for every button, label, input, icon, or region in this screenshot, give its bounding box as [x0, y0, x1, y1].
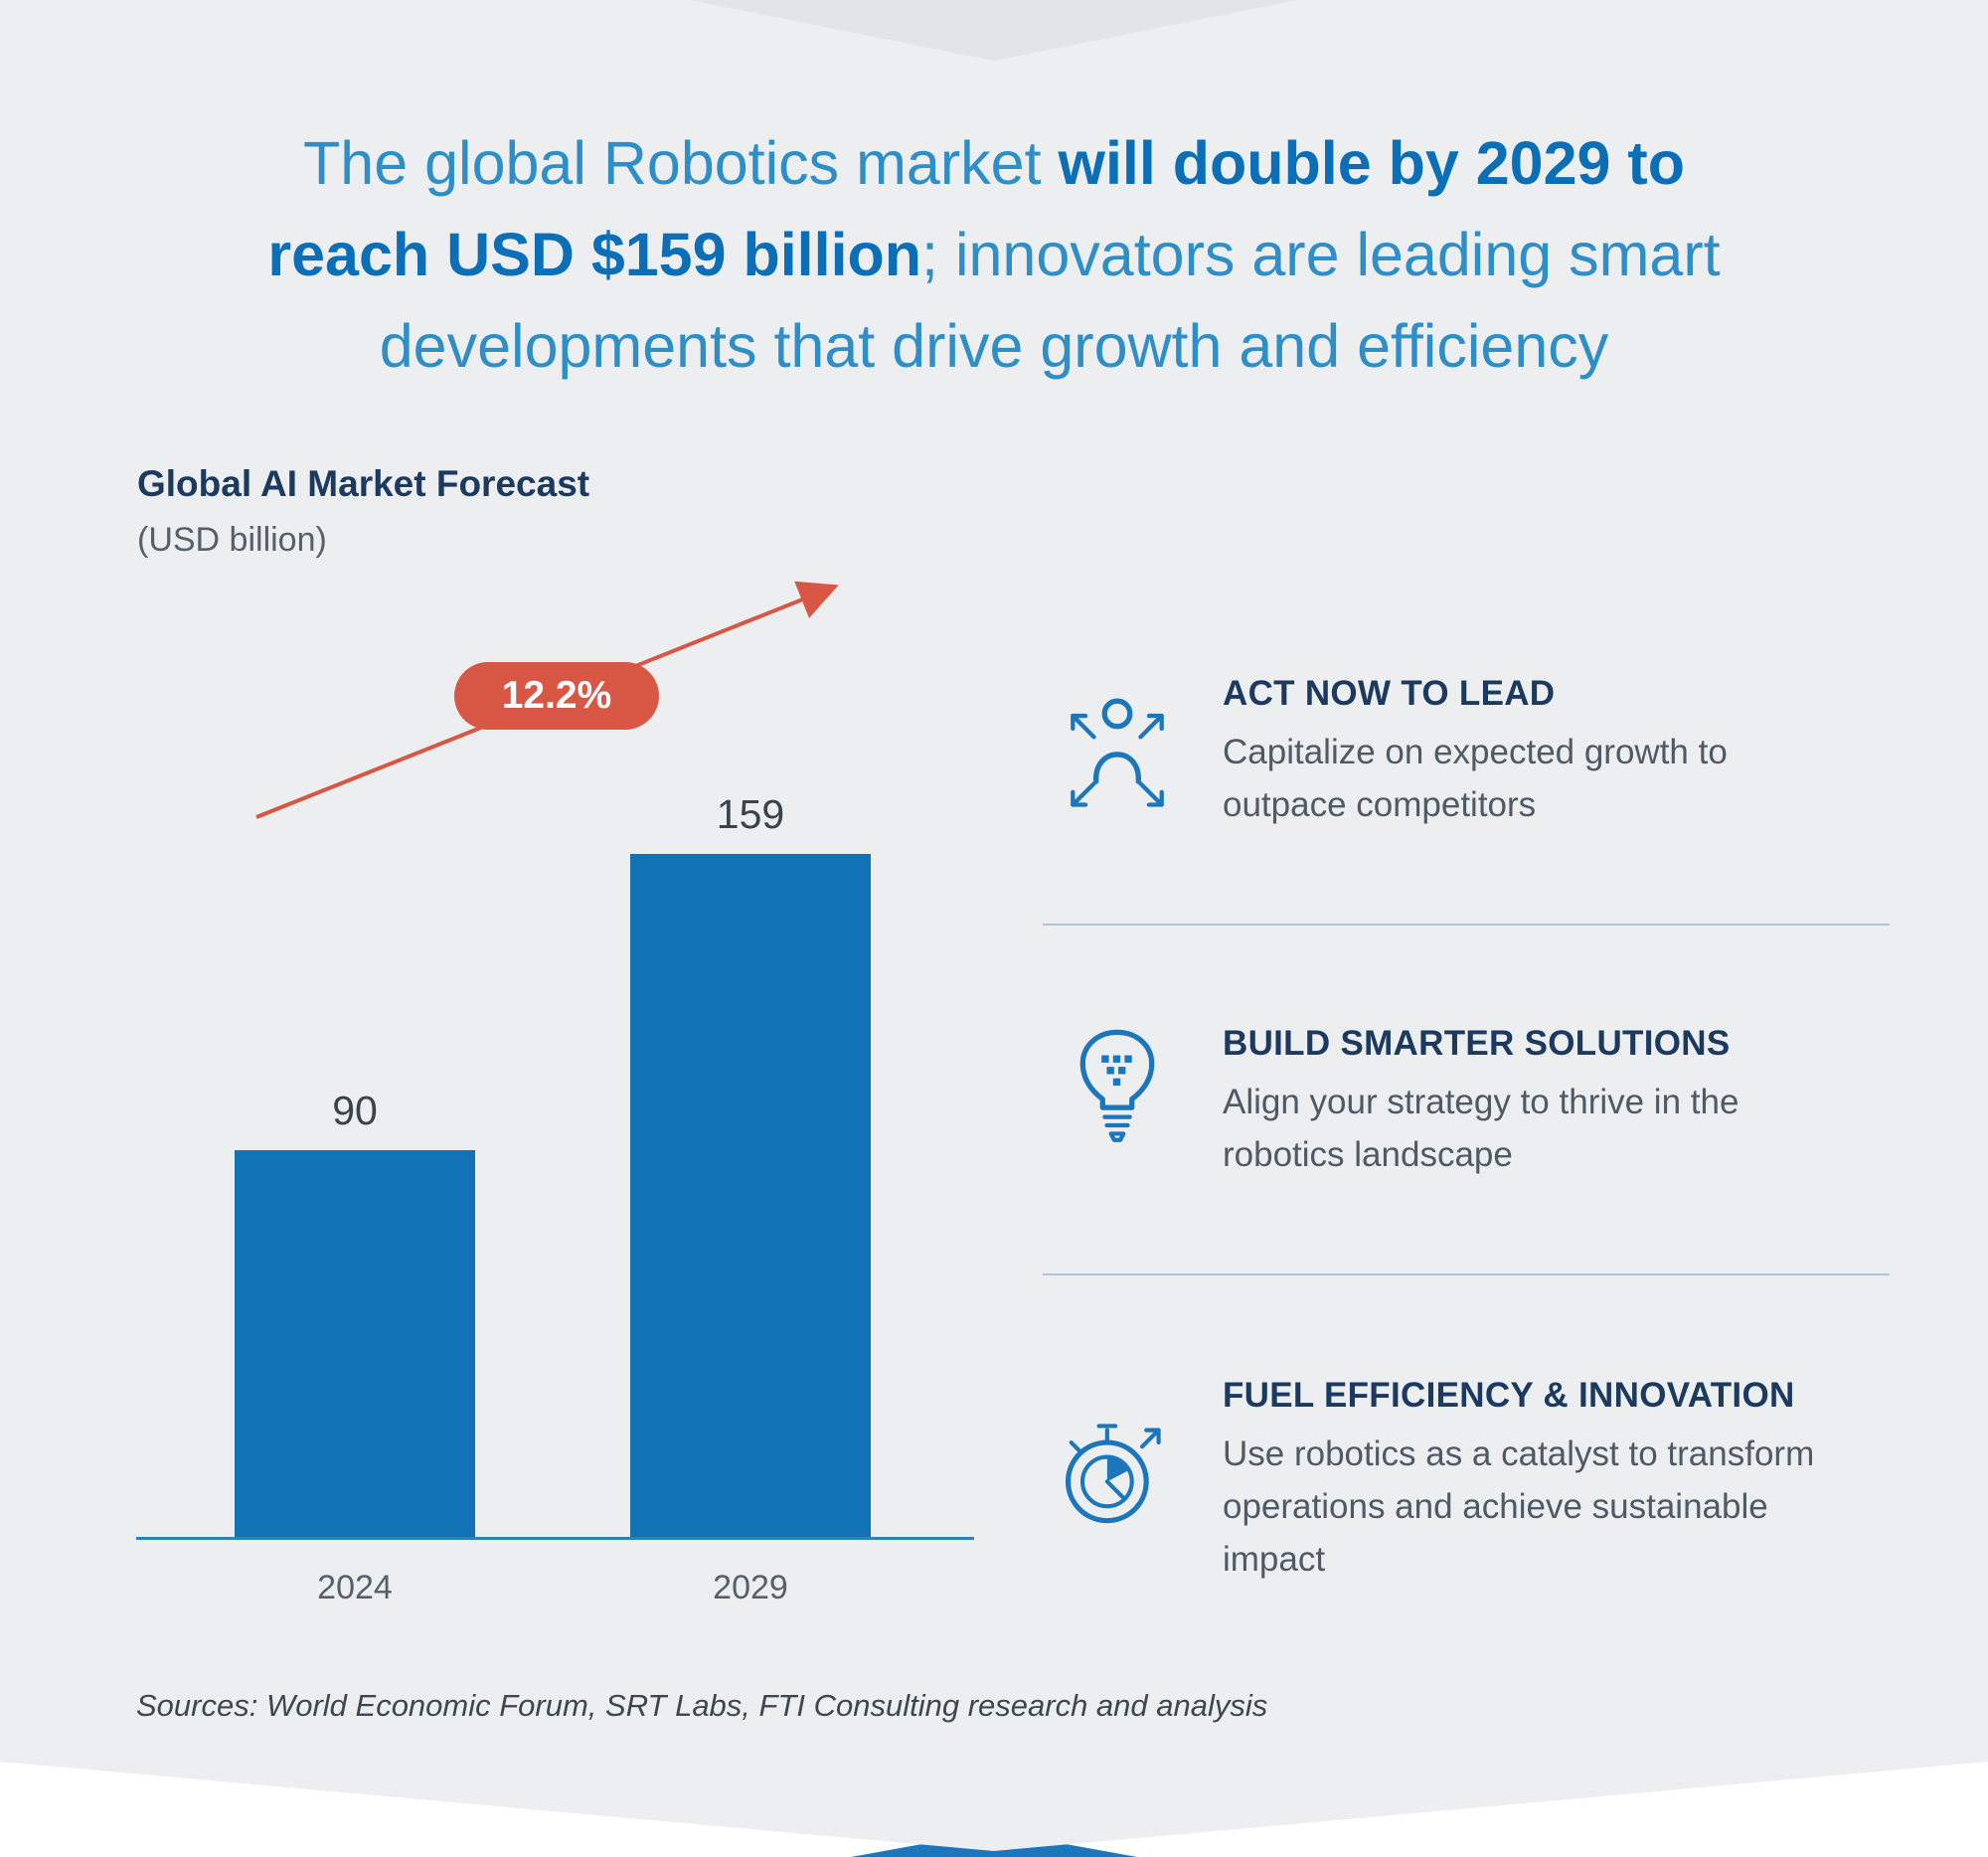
chart-subtitle: (USD billion)	[137, 521, 327, 559]
sources-note: Sources: World Economic Forum, SRT Labs,…	[136, 1688, 1268, 1723]
bar-column-2029: 159	[630, 791, 871, 1538]
benefit-fuel-efficiency: FUEL EFFICIENCY & INNOVATION Use robotic…	[1223, 1376, 1879, 1586]
headline-line-3: developments that drive growth and effic…	[109, 300, 1879, 392]
headline-bold-text: will double by 2029 to	[1058, 129, 1685, 197]
benefit-act-now: ACT NOW TO LEAD Capitalize on expected g…	[1223, 674, 1879, 831]
bar-value-label: 90	[332, 1088, 378, 1133]
stopwatch-pie-icon	[1052, 1412, 1171, 1531]
bar-value-label: 159	[716, 791, 785, 837]
section-divider	[1043, 924, 1890, 926]
headline-regular-text: ; innovators are leading smart	[921, 221, 1721, 288]
growth-label: 12.2%	[501, 674, 612, 717]
top-gray-chevron	[691, 0, 1297, 61]
headline-regular-text: The global Robotics market	[303, 129, 1059, 197]
section-divider	[1043, 1273, 1890, 1275]
benefit-title: ACT NOW TO LEAD	[1223, 674, 1556, 713]
benefit-title: FUEL EFFICIENCY & INNOVATION	[1223, 1376, 1795, 1415]
benefit-title: BUILD SMARTER SOLUTIONS	[1223, 1024, 1731, 1063]
headline: The global Robotics market will double b…	[109, 117, 1879, 392]
bar-2029	[630, 854, 871, 1538]
lightbulb-circuit-icon	[1070, 1024, 1165, 1145]
x-tick-2029: 2029	[713, 1569, 788, 1606]
x-axis-line	[136, 1537, 974, 1540]
chart-title: Global AI Market Forecast	[137, 463, 590, 504]
headline-line-1: The global Robotics market will double b…	[109, 117, 1879, 209]
x-tick-2024: 2024	[317, 1569, 393, 1606]
growth-pill: 12.2%	[454, 662, 659, 730]
bar-2024	[235, 1150, 475, 1538]
benefit-body: Capitalize on expected growth to outpace…	[1223, 733, 1728, 824]
headline-line-2: reach USD $159 billion; innovators are l…	[109, 209, 1879, 300]
bar-column-2024: 90	[235, 1088, 475, 1538]
benefit-body: Align your strategy to thrive in the rob…	[1223, 1083, 1740, 1174]
benefit-body: Use robotics as a catalyst to transform …	[1223, 1435, 1815, 1579]
benefit-build-smarter: BUILD SMARTER SOLUTIONS Align your strat…	[1223, 1024, 1879, 1181]
headline-regular-text: developments that drive growth and effic…	[379, 312, 1609, 380]
person-expanding-arrows-icon	[1058, 682, 1177, 813]
headline-bold-text: reach USD $159 billion	[267, 221, 922, 288]
